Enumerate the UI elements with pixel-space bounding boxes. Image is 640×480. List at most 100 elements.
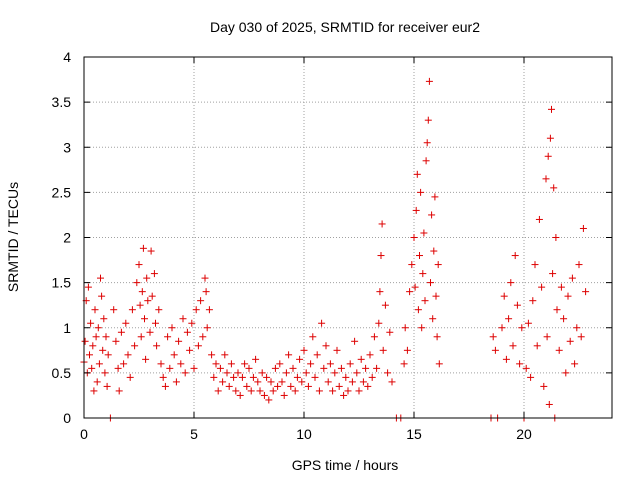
data-point [289, 364, 297, 372]
data-point [550, 184, 558, 192]
data-point [318, 319, 326, 327]
data-point [546, 134, 554, 142]
data-point [322, 342, 330, 350]
data-point [368, 373, 376, 381]
data-point [252, 355, 260, 363]
data-point [188, 319, 196, 327]
data-point [427, 279, 434, 287]
data-point [381, 301, 389, 309]
data-point [401, 324, 409, 332]
data-point [428, 211, 436, 219]
data-point [152, 319, 159, 327]
data-point [126, 373, 134, 381]
data-point [379, 346, 387, 354]
data-point [102, 333, 110, 341]
data-point [562, 369, 570, 377]
data-point [422, 157, 430, 165]
data-point [104, 351, 112, 359]
data-point [388, 378, 396, 386]
data-point [575, 261, 583, 269]
data-point [221, 351, 229, 359]
data-point [502, 355, 510, 363]
data-point [386, 328, 394, 336]
data-point [141, 315, 148, 323]
data-point [564, 292, 572, 300]
data-point [245, 364, 253, 372]
data-point [313, 351, 321, 359]
data-point [351, 337, 359, 345]
data-point [234, 369, 242, 377]
data-point [88, 364, 96, 372]
data-point [304, 382, 312, 390]
data-point [540, 382, 548, 390]
data-point [287, 382, 295, 390]
data-point [164, 333, 172, 341]
data-point [144, 297, 152, 305]
data-point [148, 292, 156, 300]
data-point [411, 283, 419, 291]
data-point [241, 360, 249, 368]
data-point [538, 283, 546, 291]
data-point [533, 342, 541, 350]
data-point [376, 288, 384, 296]
data-point [139, 244, 147, 252]
data-point [527, 373, 535, 381]
data-point [258, 369, 266, 377]
data-point [432, 292, 440, 300]
data-point [423, 139, 431, 147]
data-point [296, 355, 304, 363]
data-point [413, 170, 421, 178]
data-point [282, 369, 290, 377]
data-point [560, 315, 568, 323]
data-point [331, 369, 339, 377]
data-point [518, 324, 526, 332]
data-point [274, 382, 282, 390]
data-point [378, 220, 386, 228]
data-point [311, 373, 319, 381]
data-point [425, 77, 433, 85]
data-point [509, 342, 517, 350]
data-point [410, 234, 418, 241]
data-point [146, 328, 154, 336]
data-point [150, 270, 158, 278]
data-point [202, 288, 210, 296]
data-point [545, 400, 553, 408]
data-point [335, 382, 343, 390]
data-point [223, 369, 231, 377]
x-tick-label: 5 [190, 426, 198, 442]
data-point [280, 391, 288, 399]
data-point [320, 364, 328, 372]
data-point [424, 116, 432, 124]
data-point [86, 351, 93, 359]
data-point [573, 324, 581, 332]
data-point [511, 252, 519, 260]
data-point [175, 337, 183, 345]
data-point [190, 364, 198, 372]
data-point [359, 378, 367, 386]
data-point [429, 315, 437, 323]
data-point [97, 274, 104, 282]
data-point [377, 252, 385, 260]
data-point [355, 387, 363, 395]
data-point [326, 360, 334, 368]
x-axis-label: GPS time / hours [292, 457, 399, 473]
x-tick-label: 0 [80, 426, 88, 442]
data-point [553, 306, 561, 314]
data-point [147, 247, 155, 255]
data-point [276, 360, 284, 368]
data-point [370, 333, 378, 341]
data-point [115, 387, 123, 395]
data-point [516, 360, 524, 368]
data-point [179, 315, 187, 323]
data-point [373, 364, 381, 372]
data-point [434, 261, 442, 269]
data-point [566, 337, 574, 345]
data-point [172, 378, 180, 386]
data-point [307, 360, 315, 368]
data-point [112, 337, 120, 345]
data-point [431, 193, 439, 201]
data-point [197, 297, 205, 305]
data-point [227, 360, 235, 368]
data-point [90, 387, 98, 395]
data-point [142, 355, 150, 363]
